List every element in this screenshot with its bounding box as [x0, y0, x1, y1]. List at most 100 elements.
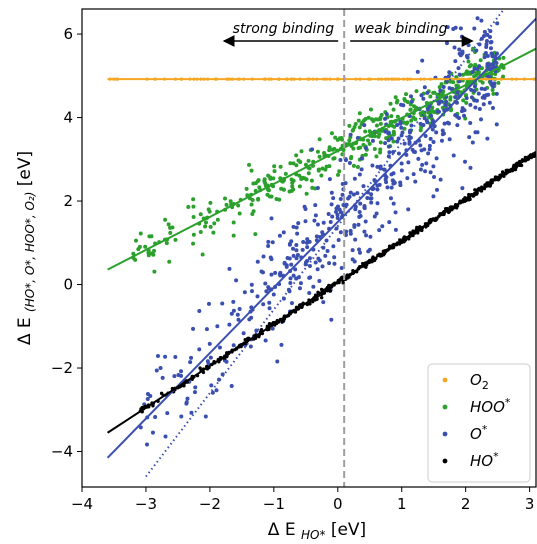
data-point — [480, 95, 485, 100]
data-point — [434, 130, 439, 135]
data-point — [369, 200, 374, 205]
data-point — [494, 61, 499, 66]
data-point — [284, 264, 289, 269]
data-point — [368, 234, 373, 239]
data-point — [312, 218, 317, 223]
data-point — [212, 221, 217, 226]
x-axis-label: Δ E HO* [eV] — [268, 520, 366, 542]
data-point — [362, 229, 367, 234]
data-point — [352, 224, 357, 229]
weak-binding-label: weak binding — [354, 21, 447, 37]
data-point — [272, 169, 277, 174]
data-point — [501, 55, 506, 60]
data-point — [457, 51, 462, 56]
data-point — [487, 100, 492, 105]
data-point — [234, 278, 239, 283]
data-point — [270, 326, 275, 331]
data-point — [474, 98, 479, 103]
data-point — [205, 359, 210, 364]
data-point — [358, 201, 363, 206]
data-point — [344, 229, 349, 234]
data-point — [430, 118, 435, 123]
data-point — [302, 204, 307, 209]
data-point — [294, 256, 299, 261]
data-point — [420, 162, 425, 167]
data-point — [288, 280, 293, 285]
data-point — [422, 85, 427, 90]
data-point — [220, 301, 225, 306]
data-point — [419, 148, 424, 153]
data-point — [401, 103, 406, 108]
y-axis-label: Δ E (HO*, O*, HOO*, O₂) [eV] — [15, 151, 37, 345]
data-point — [152, 269, 157, 274]
data-point — [418, 167, 423, 172]
data-point — [231, 233, 236, 238]
data-point — [352, 176, 357, 181]
data-point — [363, 129, 368, 134]
data-point — [314, 234, 319, 239]
data-point — [437, 85, 442, 90]
x-tick-label: 1 — [397, 495, 407, 513]
data-point — [363, 152, 368, 157]
data-point — [469, 95, 474, 100]
data-point — [145, 397, 150, 402]
data-point — [459, 34, 464, 39]
data-point — [488, 79, 493, 84]
data-point — [377, 182, 382, 187]
data-point — [455, 90, 460, 95]
data-point — [217, 345, 222, 350]
data-point — [163, 217, 168, 222]
data-point — [383, 141, 388, 146]
data-point — [320, 264, 325, 269]
data-point — [418, 128, 423, 133]
data-point — [316, 167, 321, 172]
data-point — [328, 289, 332, 293]
data-point — [315, 222, 320, 227]
data-point — [329, 190, 334, 195]
data-point — [336, 172, 341, 177]
data-point — [483, 51, 488, 56]
data-point — [367, 141, 372, 146]
data-point — [451, 153, 456, 158]
data-point — [317, 278, 322, 283]
data-point — [306, 171, 311, 176]
data-point — [313, 203, 318, 208]
data-point — [297, 286, 302, 291]
data-point — [444, 100, 449, 105]
data-point — [403, 98, 408, 103]
data-point — [328, 220, 333, 225]
data-point — [265, 192, 270, 197]
data-point — [193, 385, 198, 390]
data-point — [411, 115, 416, 120]
data-point — [149, 234, 154, 239]
data-point — [484, 93, 489, 98]
data-point — [319, 173, 324, 178]
data-point — [241, 331, 246, 336]
data-point — [207, 209, 212, 214]
data-point — [166, 222, 171, 227]
data-point — [462, 113, 467, 118]
data-point — [484, 42, 489, 47]
data-point — [297, 184, 302, 189]
legend-marker — [442, 377, 448, 383]
data-point — [134, 238, 139, 243]
data-point — [378, 147, 383, 152]
data-point — [479, 18, 484, 23]
data-point — [447, 137, 452, 142]
data-point — [491, 91, 496, 96]
data-point — [268, 176, 273, 181]
data-point — [271, 176, 276, 181]
data-point — [395, 114, 400, 119]
data-point — [294, 225, 299, 230]
data-point — [411, 172, 416, 177]
data-point — [320, 230, 325, 235]
data-point — [294, 248, 299, 253]
data-point — [289, 301, 294, 306]
axis-ticks: −4 −3 −2 −1 0 1 2 3 −4 −2 0 2 4 6 — [51, 25, 535, 513]
data-point — [203, 414, 208, 419]
data-point — [269, 216, 274, 221]
data-point — [330, 214, 335, 219]
data-point — [295, 253, 300, 258]
data-point — [399, 133, 404, 138]
data-point — [298, 281, 303, 286]
